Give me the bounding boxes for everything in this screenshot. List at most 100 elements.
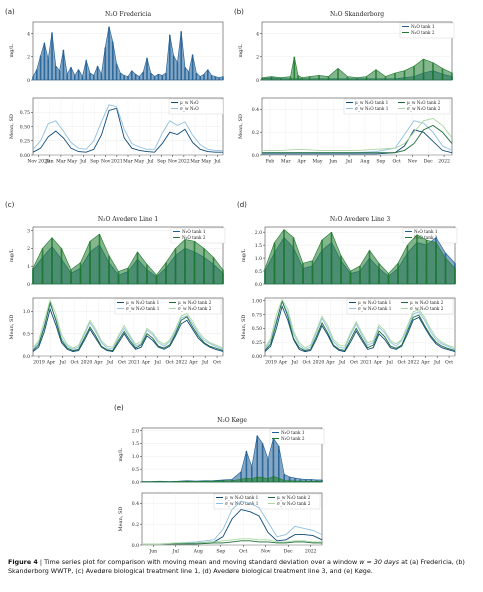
panel-c-stat-series-1 bbox=[32, 307, 224, 352]
panel-e-bottom-xtick-label: Sep bbox=[216, 549, 225, 555]
panel-d-bottom-xtick-label: Oct bbox=[350, 360, 358, 366]
panel-c-raw-series-2 bbox=[32, 233, 224, 285]
panel-d-top-ylabel: mg/L bbox=[241, 248, 247, 262]
panel-a-stat-series-2 bbox=[32, 104, 223, 151]
panel-b-bottom-xtick-label: Oct bbox=[392, 159, 400, 165]
panel-d-stat-series-2 bbox=[264, 300, 456, 350]
panel-e-top-legend-label: N₂O tank 1 bbox=[281, 430, 305, 435]
panel-c-bottom-xtick-label: Jul bbox=[59, 360, 67, 366]
panel-b-bottom-legend-label: μ_w N₂O tank 2 bbox=[407, 100, 441, 105]
panel-d-bottom-xtick-label: Apr bbox=[420, 360, 430, 366]
panel-d-bottom-ytick-label: 0.00 bbox=[252, 354, 262, 360]
panel-e-bottom-xtick-label: Jun bbox=[148, 549, 157, 555]
panel-c-top-ytick-label: 3 bbox=[27, 228, 30, 234]
panel-b-stat-series-1 bbox=[262, 129, 453, 155]
panel-c-bottom-xtick-label: 2019 bbox=[33, 360, 45, 366]
panel-e-top-ytick-label: 0.5 bbox=[132, 467, 139, 473]
panel-c-bottom-xtick-label: Jul bbox=[106, 360, 114, 366]
panel-d-stat-series-4 bbox=[264, 298, 456, 349]
panel-d-bottom-xtick-label: Oct bbox=[302, 360, 310, 366]
panel-a-stat-series-1 bbox=[32, 107, 223, 153]
panel-a-bottom-xtick-label: Jul bbox=[146, 159, 154, 165]
panel-e-bottom-ytick-label: 0.2 bbox=[132, 522, 139, 528]
panel-b-bottom-ytick-label: 0.4 bbox=[252, 107, 259, 113]
panel-b-top-ytick-label: 0 bbox=[256, 78, 259, 84]
panel-b-top-ytick-label: 2 bbox=[256, 55, 259, 61]
panel-b-bottom-xtick-label: Feb bbox=[266, 159, 275, 165]
panel-e-top-ylabel: mg/L bbox=[118, 448, 124, 462]
panel-b-bottom-xtick-label: 2022 bbox=[438, 159, 450, 165]
panel-c-bottom-xtick-label: 2020 bbox=[81, 360, 93, 366]
panel-e-bottom-xtick-label: Dec bbox=[284, 549, 293, 555]
panel-c-bottom-legend-box bbox=[114, 298, 222, 315]
panel-d-bottom-xtick-label: Oct bbox=[397, 360, 405, 366]
panel-a-bottom-xtick-label: Mar bbox=[190, 159, 200, 165]
panel-e-bottom-xtick-label: Oct bbox=[239, 549, 247, 555]
panel-d-bottom-xtick-label: Jul bbox=[433, 360, 441, 366]
panel-b-bottom-ytick-label: 0.2 bbox=[252, 130, 259, 136]
panel-a-bottom-legend-box bbox=[168, 98, 224, 115]
panel-d-stat-series-3 bbox=[264, 299, 456, 352]
panel-a-bottom-xtick-label: Nov bbox=[168, 159, 178, 165]
panel-c-bottom-xtick-label: Jul bbox=[154, 360, 162, 366]
panel-e-bottom-legend-label: σ_w N₂O tank 1 bbox=[225, 501, 259, 506]
panel-c-top-ylabel: mg/L bbox=[9, 248, 15, 262]
panel-a-bottom-xtick-label: Mar bbox=[56, 159, 66, 165]
panel-b-bottom-legend-label: σ_w N₂O tank 2 bbox=[407, 106, 441, 111]
panel-e-top-ytick-label: 1.0 bbox=[132, 454, 139, 460]
panel-c-top-ytick-label: 2 bbox=[27, 246, 30, 252]
panel-c-bottom-xtick-label: Apr bbox=[188, 360, 198, 366]
panel-a-bottom-ytick-label: 0.00 bbox=[20, 153, 30, 159]
panel-b-top-legend-label: N₂O tank 1 bbox=[411, 24, 435, 29]
panel-d-top-ytick-label: 0.5 bbox=[255, 269, 262, 275]
panel-e-bottom-ytick-label: 0.0 bbox=[132, 543, 139, 549]
panel-d-top-ytick-label: 0.0 bbox=[255, 282, 262, 288]
panel-a-bottom-xtick-label: May bbox=[201, 159, 211, 165]
panel-e-top-ytick-label: 0.0 bbox=[132, 480, 139, 486]
panel-b-bottom-xtick-label: Apr bbox=[296, 159, 306, 165]
panel-d-bottom-legend-label: μ_w N₂O tank 1 bbox=[358, 300, 392, 305]
panel-d-letter: (d) bbox=[237, 201, 247, 209]
panel-e-bottom-ylabel: Mean, SD bbox=[118, 507, 124, 532]
panel-b-top-legend-label: N₂O tank 2 bbox=[411, 30, 435, 35]
panel-b-top-ylabel: mg/L bbox=[238, 44, 244, 58]
panel-d-bottom-ylabel: Mean, SD bbox=[241, 315, 247, 340]
panel-b-bottom-xtick-label: Dec bbox=[424, 159, 433, 165]
caption-text: Time series plot for comparison with mov… bbox=[44, 558, 360, 566]
panel-a-bottom-xtick-label: May bbox=[67, 159, 77, 165]
panel-c-bottom-legend-label: μ_w N₂O tank 2 bbox=[178, 300, 212, 305]
panel-a-raw-series-1 bbox=[32, 26, 224, 81]
panel-e-raw-series-1 bbox=[141, 434, 323, 483]
panel-b-title: N₂O Skanderborg bbox=[330, 11, 384, 18]
panel-d-bottom-ytick-label: 1.00 bbox=[252, 299, 262, 305]
panel-e-top-ytick-label: 2.0 bbox=[132, 428, 139, 434]
panel-d-title: N₂O Avedøre Line 3 bbox=[330, 216, 391, 223]
panel-a-bottom-ylabel: Mean, SD bbox=[9, 114, 15, 139]
panel-a-bottom-xtick-label: Nov 2020 bbox=[27, 159, 50, 165]
panel-b-stat-series-3 bbox=[262, 124, 453, 154]
panel-d-top-ytick-label: 1.5 bbox=[255, 243, 262, 249]
panel-d-bottom-xtick-label: Jul bbox=[291, 360, 299, 366]
panel-c-bottom-xtick-label: Oct bbox=[118, 360, 126, 366]
panel-b-stat-series-4 bbox=[262, 118, 453, 151]
panel-e-bottom-legend-box bbox=[213, 493, 321, 510]
panel-c-bottom-legend-label: σ_w N₂O tank 2 bbox=[178, 306, 212, 311]
panel-c-top-ytick-label: 1 bbox=[27, 264, 30, 270]
caption-separator: | bbox=[37, 558, 45, 566]
panel-b-bottom-xtick-label: May bbox=[312, 159, 322, 165]
panel-d-bottom-xtick-label: 2019 bbox=[265, 360, 277, 366]
panel-b-top-legend-box bbox=[399, 22, 455, 39]
panel-e-stat-series-2 bbox=[142, 500, 323, 545]
panel-d-bottom-xtick-label: Jul bbox=[338, 360, 346, 366]
panel-a-bottom-xtick-label: Jul bbox=[79, 159, 87, 165]
panel-d-bottom-ytick-label: 0.50 bbox=[252, 326, 262, 332]
panel-d-bottom-ytick-label: 0.75 bbox=[252, 312, 262, 318]
panel-c-title: N₂O Avedøre Line 1 bbox=[98, 216, 158, 223]
panel-d-top-ytick-label: 2.0 bbox=[255, 230, 262, 236]
panel-a-bottom-xtick-label: May bbox=[134, 159, 144, 165]
panel-e-bottom-xtick-label: Nov bbox=[261, 549, 271, 555]
panel-c-bottom-ylabel: Mean, SD bbox=[9, 315, 15, 340]
panel-a-bottom-legend-label: μ_w N₂O bbox=[180, 100, 199, 105]
panel-c-stat-series-4 bbox=[32, 298, 224, 349]
